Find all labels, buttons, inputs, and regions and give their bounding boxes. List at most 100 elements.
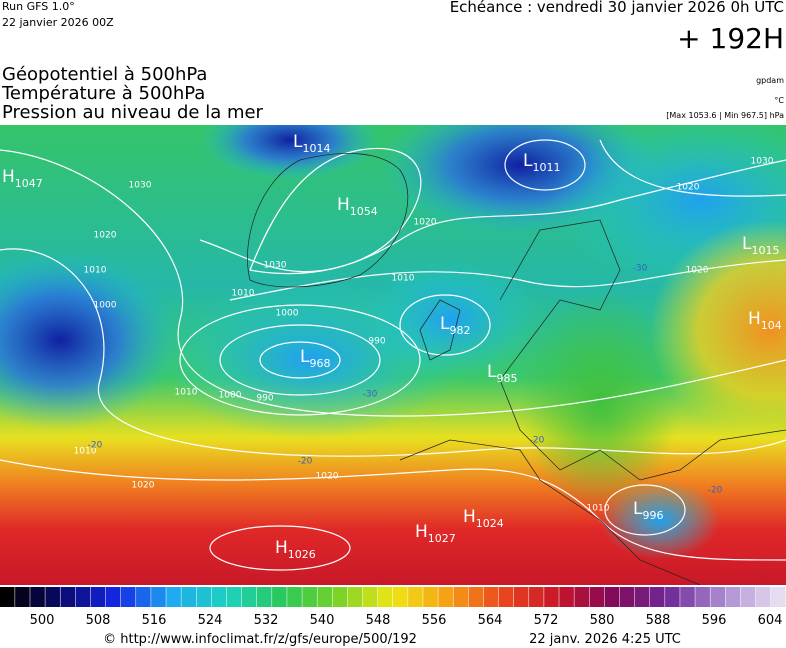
colorbar-cell [196, 587, 212, 607]
colorbar-cell [332, 587, 348, 607]
unit: °C [774, 96, 784, 105]
colorbar-cell [211, 587, 227, 607]
colorbar-cell [60, 587, 76, 607]
center-type: L [633, 499, 643, 519]
center-value: 985 [496, 372, 517, 385]
temperature-label: -20 [298, 457, 313, 467]
center-value: 1027 [428, 532, 456, 545]
colorbar-tick-label: 580 [590, 613, 615, 628]
colorbar-cell [680, 587, 695, 607]
center-type: L [440, 314, 450, 334]
colorbar-tick-label: 548 [366, 613, 391, 628]
isobar-label: 1010 [392, 274, 415, 284]
colorbar-cell [166, 587, 181, 607]
colorbar-cell [30, 587, 45, 607]
colorbar-cell [755, 587, 771, 607]
colorbar-cell [362, 587, 378, 607]
isobar-label: 1000 [94, 301, 117, 311]
isobar-label: 1000 [219, 391, 242, 401]
center-value: 1047 [15, 177, 43, 190]
pressure-center: L985 [487, 362, 517, 385]
colorbar-cell [695, 587, 710, 607]
colorbar-cell [241, 587, 257, 607]
temperature-label: -20 [88, 441, 103, 451]
isobar-label: 1010 [175, 388, 198, 398]
center-value: 968 [309, 357, 330, 370]
isobar-label: 1010 [84, 266, 107, 276]
isobar-label: 1030 [751, 157, 774, 167]
colorbar-cell [559, 587, 574, 607]
pressure-center: H1047 [2, 167, 43, 190]
isobar-label: 990 [368, 337, 385, 347]
colorbar-cell [529, 587, 544, 607]
pressure-center: L996 [633, 499, 663, 522]
center-value: 1024 [476, 517, 504, 530]
center-type: L [742, 234, 752, 254]
colorbar-tick-label: 532 [254, 613, 279, 628]
colorbar-cell [226, 587, 242, 607]
center-value: 1054 [350, 205, 378, 218]
colorbar-cell [347, 587, 363, 607]
center-value: 1011 [532, 161, 560, 174]
colorbar-cell [649, 587, 665, 607]
center-type: L [523, 151, 533, 171]
isobar-label: 1020 [94, 231, 117, 241]
colorbar-cell [272, 587, 287, 607]
colorbar-tick-label: 596 [702, 613, 727, 628]
center-value: 104 [761, 319, 782, 332]
colorbar-cell [498, 587, 514, 607]
center-type: H [463, 507, 476, 527]
temperature-label: -20 [708, 486, 723, 496]
isobar-label: 1030 [129, 181, 152, 191]
colorbar-tick-label: 556 [422, 613, 447, 628]
isobar-label: 1020 [316, 472, 339, 482]
isobar-label: 1020 [677, 183, 700, 193]
colorbar-cell [604, 587, 620, 607]
center-type: H [748, 309, 761, 329]
colorbar-cell [710, 587, 726, 607]
colorbar-cell [513, 587, 529, 607]
center-value: 1026 [288, 548, 316, 561]
colorbar-cell [423, 587, 438, 607]
colorbar-cell [574, 587, 589, 607]
isobar-label: 1010 [232, 289, 255, 299]
colorbar-tick-label: 588 [646, 613, 671, 628]
isobar-label: 1020 [132, 481, 155, 491]
center-value: 982 [449, 324, 470, 337]
colorbar-cell [287, 587, 302, 607]
colorbar-cell [393, 587, 408, 607]
temperature-label: -30 [633, 264, 648, 274]
colorbar-cell [740, 587, 756, 607]
isobar-label: 1010 [74, 447, 97, 457]
colorbar-cell [438, 587, 453, 607]
pressure-center: L968 [300, 347, 330, 370]
pressure-center: H1027 [415, 522, 456, 545]
pressure-center: L982 [440, 314, 470, 337]
map-field [0, 125, 786, 585]
center-type: H [337, 195, 350, 215]
colorbar-cell [634, 587, 650, 607]
colorbar-tick-label: 604 [758, 613, 783, 628]
colorbar-tick-label: 540 [310, 613, 335, 628]
colorbar-cell [468, 587, 484, 607]
colorbar-tick-label: 500 [30, 613, 55, 628]
isobar-label: 1010 [587, 504, 610, 514]
run-label: Run GFS 1.0° [2, 0, 75, 13]
field-name: Pression au niveau de la mer [2, 102, 264, 123]
colorbar-cell [0, 587, 15, 607]
run-date: 22 janvier 2026 00Z [2, 16, 114, 29]
pressure-center: L1015 [742, 234, 779, 257]
colorbar-cell [408, 587, 423, 607]
pressure-center: L1011 [523, 151, 560, 174]
colorbar-tick-label: 572 [534, 613, 559, 628]
colorbar-cell [75, 587, 91, 607]
temperature-label: -30 [363, 390, 378, 400]
colorbar-cell [589, 587, 605, 607]
generated-time: 22 janv. 2026 4:25 UTC [529, 632, 681, 647]
isobar-label: 1030 [264, 261, 287, 271]
isobar-label: 1000 [276, 309, 299, 319]
colorbar-cell [317, 587, 333, 607]
